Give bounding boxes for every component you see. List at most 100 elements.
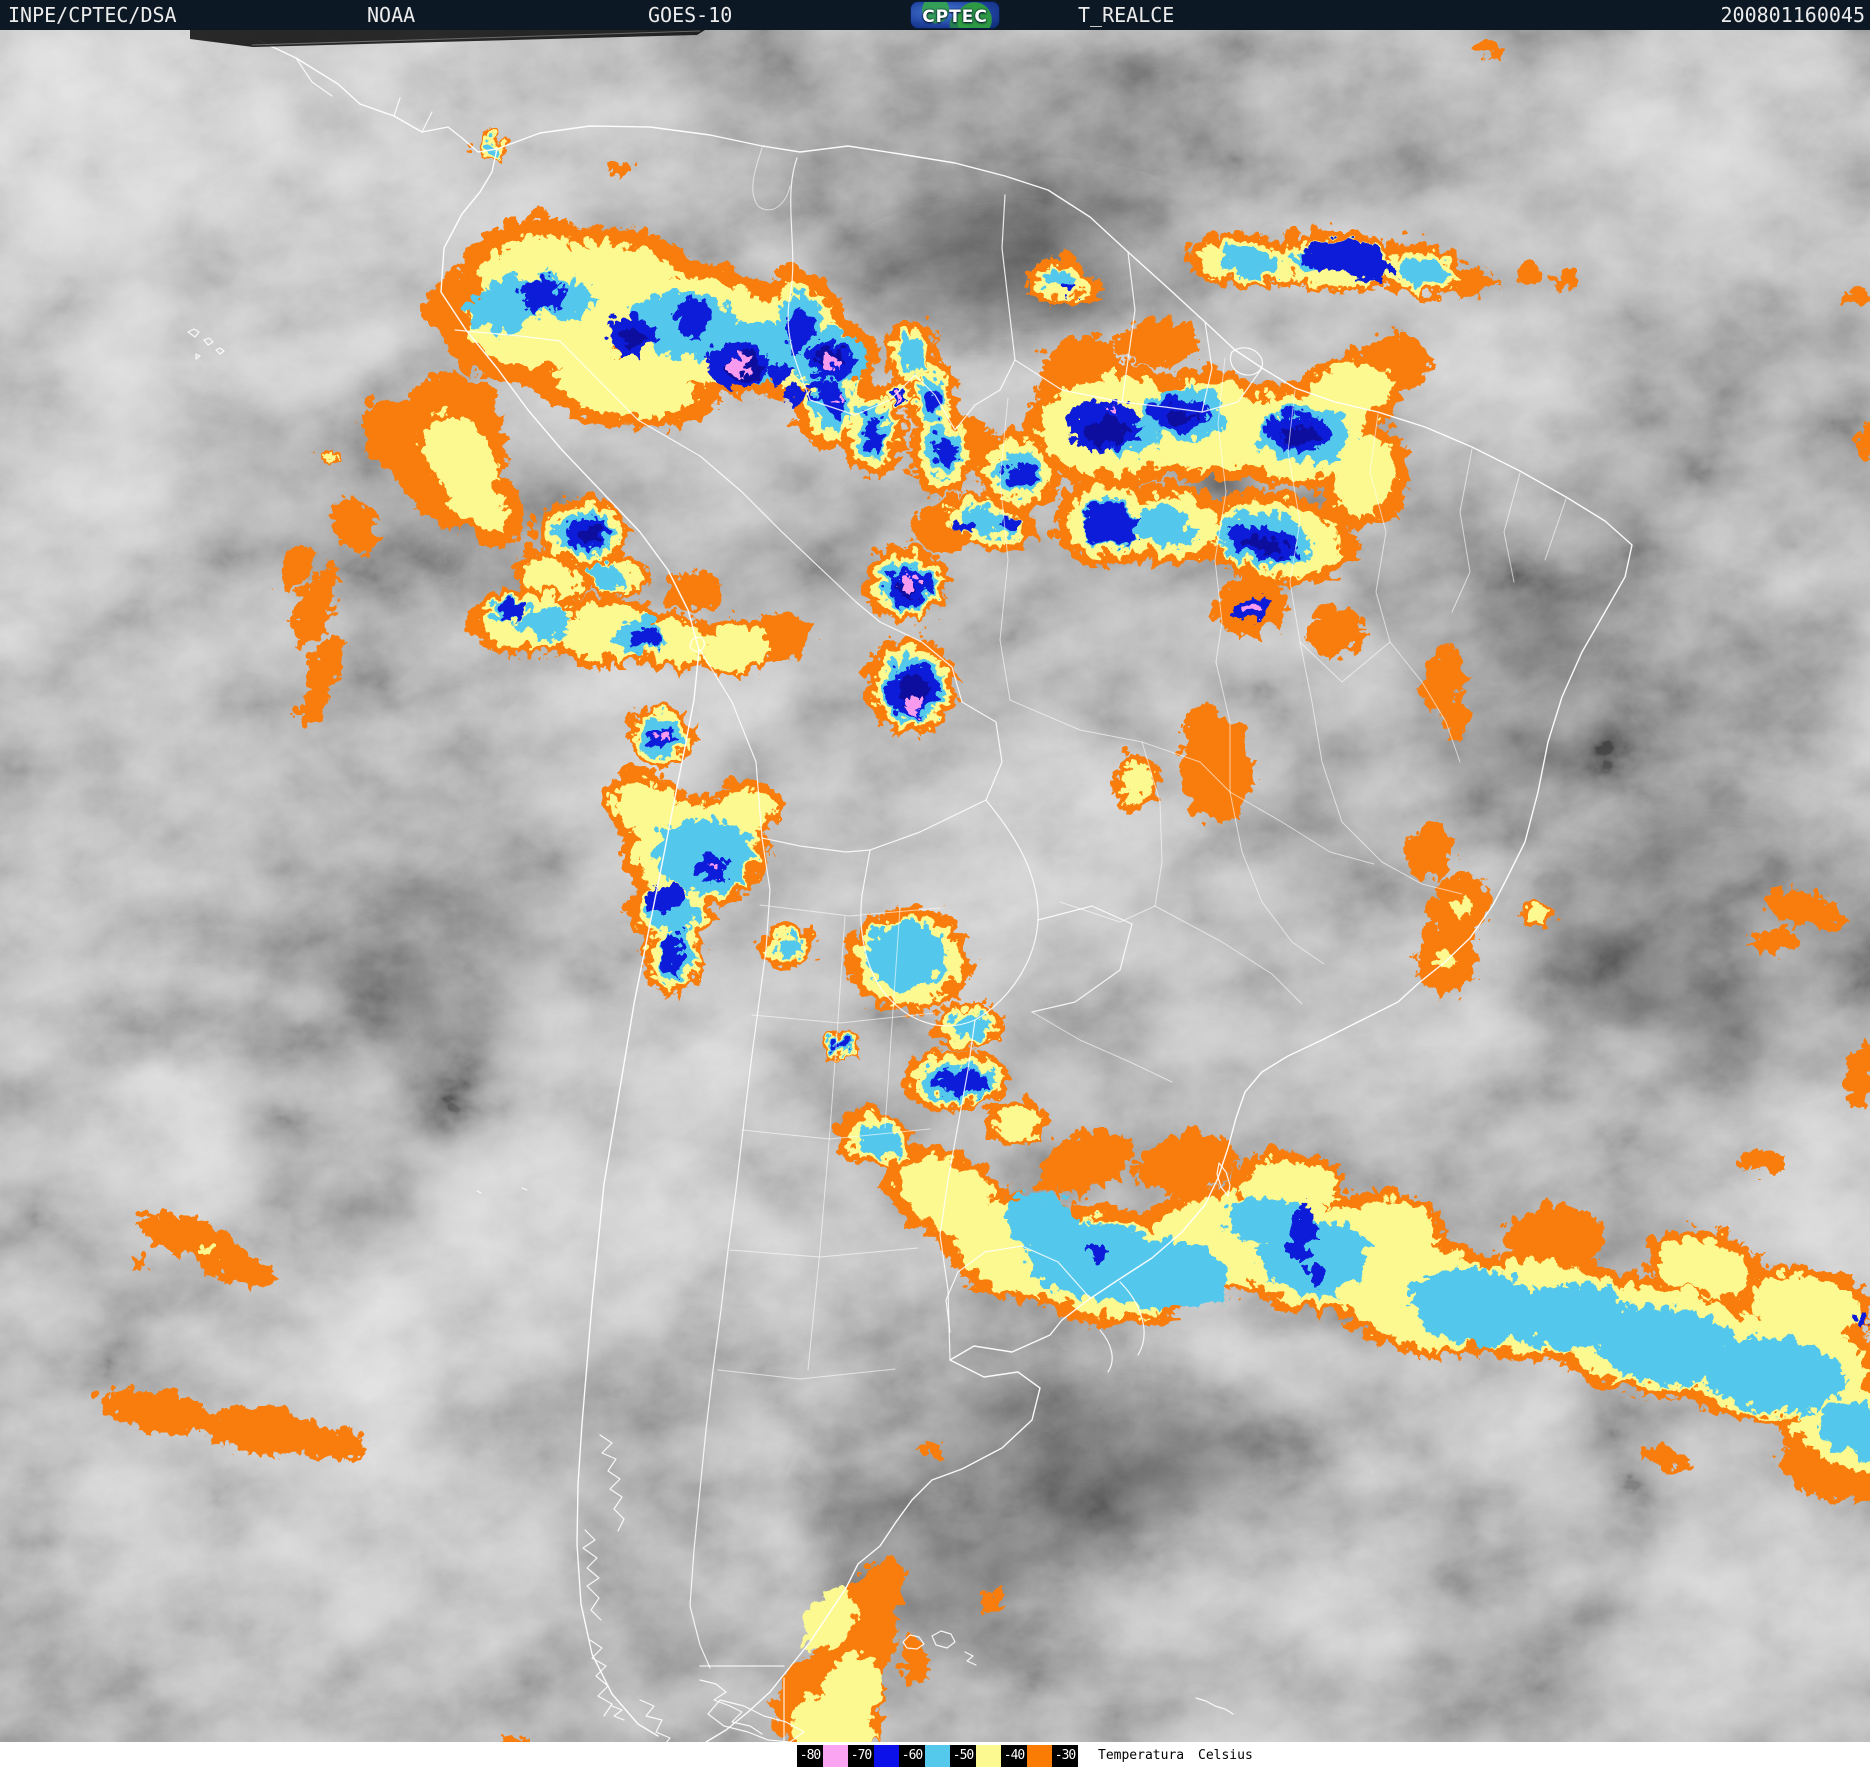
cloud-blob-blue bbox=[672, 294, 704, 330]
cloud-blob-yellow bbox=[1326, 426, 1388, 510]
island-outline bbox=[589, 1639, 613, 1717]
cloud-blob-orange bbox=[975, 1585, 995, 1607]
country-border bbox=[1031, 905, 1133, 1013]
legend-unit: Celsius bbox=[1198, 1748, 1253, 1763]
cloud-blob-cyan bbox=[956, 502, 1012, 532]
cloud-blob-blue bbox=[654, 929, 680, 969]
island-outline bbox=[902, 1634, 925, 1650]
timestamp-label: 200801160045 bbox=[1720, 3, 1866, 27]
island-outline bbox=[203, 337, 214, 346]
island-outline bbox=[1229, 347, 1264, 376]
cloud-blob-blue bbox=[929, 431, 949, 463]
cloud-blob-pink bbox=[1104, 400, 1112, 406]
state-border bbox=[1214, 357, 1227, 663]
legend-label--80: -80 bbox=[797, 1745, 823, 1767]
cloud-blob-cyan bbox=[1395, 253, 1443, 283]
state-border bbox=[1503, 472, 1521, 583]
cloud-blob-pink bbox=[832, 389, 840, 395]
island-outline bbox=[195, 353, 201, 360]
island-outline bbox=[215, 347, 225, 355]
cloud-blob-blue bbox=[817, 376, 841, 414]
cloud-blob-orange bbox=[355, 393, 429, 471]
island-outline bbox=[611, 1705, 625, 1721]
cloud-blob-cyan bbox=[947, 1008, 987, 1036]
cloud-blob-darkblue bbox=[571, 520, 595, 536]
state-border bbox=[752, 147, 791, 211]
cloud-blob-cyan bbox=[996, 1186, 1074, 1246]
country-border bbox=[939, 1019, 976, 1361]
cloud-blob-blue bbox=[760, 356, 784, 378]
cloud-blob-yellow bbox=[797, 1584, 851, 1646]
cloud-blob-pink bbox=[703, 862, 711, 868]
enhanced-cloud-clusters bbox=[95, 36, 1870, 1758]
cloud-blob-cyan bbox=[1130, 499, 1190, 541]
state-border bbox=[729, 1247, 919, 1258]
cloud-blob-orange bbox=[1108, 316, 1192, 360]
cloud-blob-yellow bbox=[815, 1650, 877, 1718]
cloud-blob-cyan bbox=[770, 931, 798, 951]
island-outline bbox=[1195, 1697, 1234, 1715]
legend-swatch-3 bbox=[874, 1745, 899, 1767]
cptec-logo-text: CPTEC bbox=[922, 7, 988, 27]
state-border bbox=[1215, 661, 1231, 793]
legend-label--70: -70 bbox=[848, 1745, 874, 1767]
state-border bbox=[1154, 905, 1303, 1005]
state-border bbox=[1451, 448, 1473, 613]
cloud-blob-orange bbox=[131, 1208, 165, 1228]
cloud-blob-darkblue bbox=[1077, 412, 1123, 440]
cptec-logo: CPTEC bbox=[910, 1, 1000, 29]
cloud-blob-blue bbox=[1304, 1261, 1320, 1283]
island-outline bbox=[931, 1630, 956, 1649]
island-outline bbox=[1119, 1281, 1145, 1356]
state-border bbox=[1229, 791, 1325, 965]
cloud-blob-pink bbox=[818, 352, 836, 364]
agency-label: NOAA bbox=[367, 3, 416, 27]
cloud-blob-orange bbox=[195, 1402, 315, 1448]
island-outline bbox=[964, 1651, 977, 1666]
cloud-blob-blue bbox=[779, 302, 809, 346]
cloud-blob-orange bbox=[1130, 1127, 1230, 1189]
cloud-blob-yellow bbox=[610, 776, 676, 830]
cloud-blob-orange bbox=[1033, 330, 1111, 386]
cloud-blob-yellow bbox=[991, 1102, 1035, 1134]
cloud-blob-cyan bbox=[1500, 1278, 1620, 1342]
scan-edge-line bbox=[251, 30, 701, 46]
cloud-blob-blue bbox=[1285, 1197, 1309, 1257]
cloud-blob-blue bbox=[1341, 250, 1391, 274]
cloud-blob-orange bbox=[1031, 1125, 1129, 1191]
cloud-blob-yellow bbox=[1116, 755, 1146, 797]
island-outline bbox=[476, 1190, 482, 1194]
state-border bbox=[751, 1012, 936, 1024]
state-border bbox=[1299, 641, 1463, 895]
cloud-blob-blue bbox=[1848, 1306, 1866, 1324]
cloud-blob-yellow bbox=[894, 1152, 994, 1232]
cloud-blob-yellow bbox=[1442, 894, 1462, 910]
cloud-blob-blue bbox=[921, 382, 937, 410]
state-border bbox=[884, 907, 901, 1129]
scan-edge-seam bbox=[190, 30, 705, 47]
header-bar: INPE/CPTEC/DSA NOAA GOES-10 CPTEC T_REAL… bbox=[0, 0, 1870, 30]
legend-label--30: -30 bbox=[1052, 1745, 1078, 1767]
cloud-blob-pink bbox=[1241, 599, 1251, 609]
cloud-blob-yellow bbox=[198, 1238, 212, 1248]
cloud-blob-orange bbox=[1761, 885, 1839, 927]
cloud-blob-orange bbox=[1850, 420, 1870, 454]
country-border bbox=[699, 649, 763, 839]
cloud-blob-orange bbox=[843, 1556, 901, 1624]
country-border bbox=[809, 359, 1016, 431]
cloud-blob-orange bbox=[1731, 1141, 1779, 1169]
cloud-blob-orange bbox=[1500, 1200, 1600, 1260]
legend-label--60: -60 bbox=[899, 1745, 925, 1767]
cloud-blob-orange bbox=[300, 1425, 360, 1455]
cloud-blob-pink bbox=[653, 727, 661, 733]
state-border bbox=[1299, 641, 1391, 683]
cloud-blob-blue bbox=[645, 880, 681, 906]
cloud-blob-orange bbox=[235, 1262, 269, 1282]
cloud-blob-darkblue bbox=[1164, 402, 1190, 418]
country-border bbox=[1201, 321, 1213, 413]
cloud-blob-blue bbox=[625, 621, 657, 643]
cloud-blob-blue bbox=[692, 849, 724, 875]
cloud-blob-cyan bbox=[862, 917, 942, 985]
cloud-blob-orange bbox=[304, 626, 338, 694]
